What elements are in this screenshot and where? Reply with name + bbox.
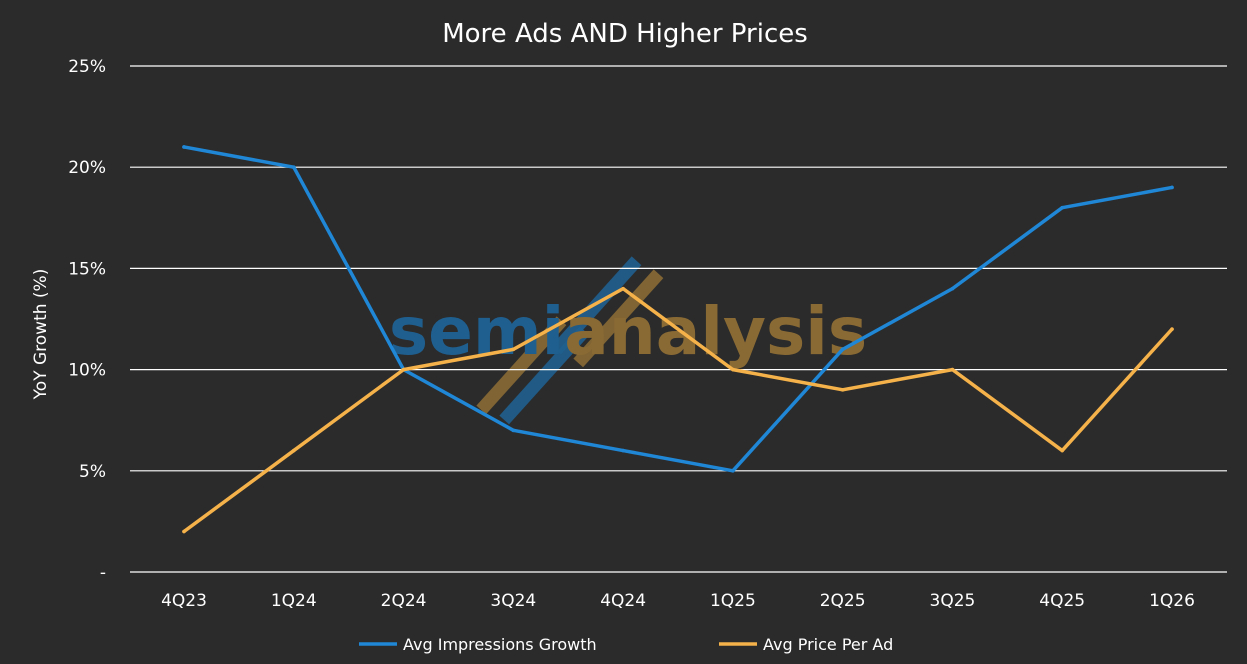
x-tick-label: 2Q24 xyxy=(381,591,427,611)
legend: Avg Impressions Growth Avg Price Per Ad xyxy=(359,635,893,654)
data-point-avg-price-per-ad-4q25 xyxy=(1060,448,1065,453)
x-tick-label: 4Q24 xyxy=(600,591,646,611)
x-tick-label: 1Q26 xyxy=(1149,591,1195,611)
y-tick-label: 5% xyxy=(79,462,106,482)
series-line-avg-impressions-growth xyxy=(182,145,1174,473)
data-point-avg-impressions-growth-4q24 xyxy=(621,448,625,453)
watermark-slash-orange-upper xyxy=(573,269,664,368)
x-tick-label: 4Q25 xyxy=(1039,591,1085,611)
x-tick-label: 2Q25 xyxy=(820,591,866,611)
watermark-slash-orange-lower xyxy=(476,316,567,415)
legend-label-avg-impressions-growth: Avg Impressions Growth xyxy=(403,635,597,654)
data-point-avg-impressions-growth-2q25 xyxy=(840,347,845,352)
data-point-avg-impressions-growth-1q26 xyxy=(1170,185,1174,190)
watermark-slash-blue-lower xyxy=(499,326,590,425)
data-point-avg-impressions-growth-3q25 xyxy=(950,286,955,291)
gridlines xyxy=(130,65,1227,573)
x-tick-label: 3Q24 xyxy=(490,591,536,611)
data-point-avg-price-per-ad-1q26 xyxy=(1170,327,1174,331)
data-point-avg-price-per-ad-2q25 xyxy=(840,388,845,392)
x-axis-tick-labels: 4Q23 1Q24 2Q24 3Q24 4Q24 1Q25 2Q25 3Q25 4Q25 1Q26 xyxy=(161,591,1195,611)
legend-label-avg-price-per-ad: Avg Price Per Ad xyxy=(763,635,893,654)
y-tick-label: 10% xyxy=(68,361,106,381)
y-tick-label: - xyxy=(100,563,106,583)
data-point-avg-impressions-growth-4q23 xyxy=(182,145,186,149)
x-tick-label: 1Q25 xyxy=(710,591,756,611)
data-point-avg-price-per-ad-3q24 xyxy=(511,347,516,352)
data-point-avg-price-per-ad-4q23 xyxy=(182,529,186,534)
y-axis-tick-labels: - 5% 10% 15% 20% 25% xyxy=(68,57,106,583)
data-point-avg-impressions-growth-1q25 xyxy=(731,469,735,473)
x-tick-label: 3Q25 xyxy=(930,591,976,611)
watermark-text-blue: semi xyxy=(389,293,564,370)
series-line-avg-price-per-ad xyxy=(182,286,1174,534)
data-point-avg-impressions-growth-1q24 xyxy=(291,165,296,169)
data-point-avg-impressions-growth-4q25 xyxy=(1060,205,1065,210)
data-point-avg-price-per-ad-1q25 xyxy=(731,367,735,372)
y-tick-label: 15% xyxy=(68,259,106,279)
y-tick-label: 25% xyxy=(68,57,106,77)
data-point-avg-price-per-ad-1q24 xyxy=(291,448,296,453)
series-lines xyxy=(182,145,1174,534)
chart-title: More Ads AND Higher Prices xyxy=(442,19,808,49)
data-point-avg-price-per-ad-2q24 xyxy=(401,367,406,372)
x-tick-label: 4Q23 xyxy=(161,591,207,611)
data-point-avg-price-per-ad-4q24 xyxy=(621,286,625,291)
x-tick-label: 1Q24 xyxy=(271,591,317,611)
data-point-avg-price-per-ad-3q25 xyxy=(950,367,955,372)
y-axis-label: YoY Growth (%) xyxy=(31,269,51,401)
data-point-avg-impressions-growth-3q24 xyxy=(511,428,516,433)
y-tick-label: 20% xyxy=(68,158,106,178)
